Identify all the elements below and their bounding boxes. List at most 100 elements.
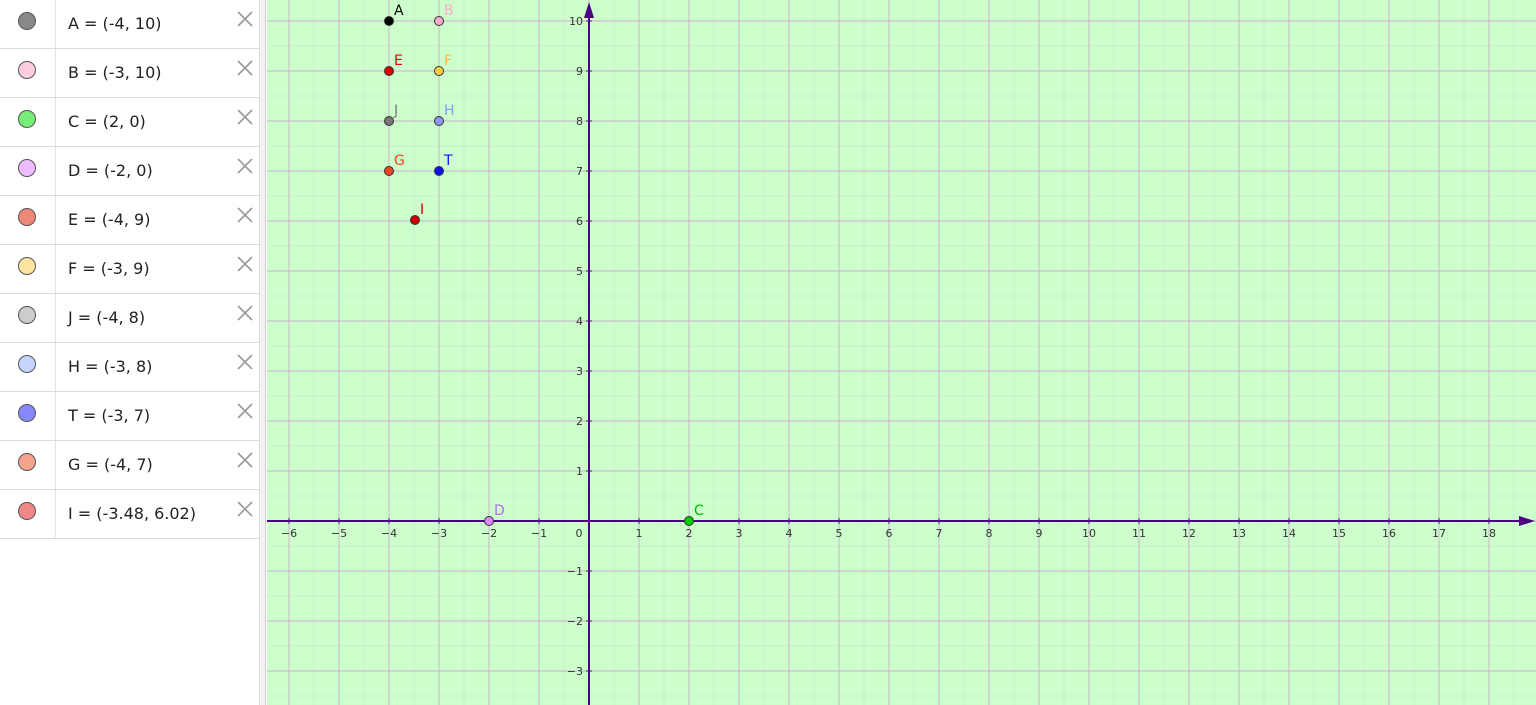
x-tick-label: −6 — [281, 527, 297, 540]
x-tick-label: 18 — [1482, 527, 1496, 540]
close-icon[interactable] — [234, 8, 256, 30]
algebra-item[interactable]: J = (-4, 8) — [0, 294, 259, 343]
algebra-expression[interactable]: I = (-3.48, 6.02) — [68, 504, 196, 523]
point-color-swatch[interactable] — [18, 110, 36, 128]
close-icon[interactable] — [234, 253, 256, 275]
point-f[interactable] — [434, 66, 444, 76]
visibility-toggle[interactable] — [0, 196, 56, 244]
point-d[interactable] — [484, 516, 494, 526]
x-tick-label: 13 — [1232, 527, 1246, 540]
point-color-swatch[interactable] — [18, 306, 36, 324]
algebra-expression[interactable]: C = (2, 0) — [68, 112, 146, 131]
point-color-swatch[interactable] — [18, 355, 36, 373]
visibility-toggle[interactable] — [0, 0, 56, 48]
x-tick-label: 12 — [1182, 527, 1196, 540]
algebra-item[interactable]: C = (2, 0) — [0, 98, 259, 147]
point-label-i: I — [420, 202, 424, 218]
point-label-t: T — [443, 153, 453, 169]
point-e[interactable] — [384, 66, 394, 76]
close-icon[interactable] — [234, 106, 256, 128]
x-tick-label: 9 — [1036, 527, 1043, 540]
y-tick-label: 9 — [576, 65, 583, 78]
algebra-expression[interactable]: H = (-3, 8) — [68, 357, 153, 376]
algebra-item[interactable]: F = (-3, 9) — [0, 245, 259, 294]
point-c[interactable] — [684, 516, 694, 526]
algebra-item[interactable]: A = (-4, 10) — [0, 0, 259, 49]
algebra-expression[interactable]: T = (-3, 7) — [68, 406, 151, 425]
x-tick-label: 7 — [936, 527, 943, 540]
y-tick-label: −2 — [567, 615, 583, 628]
visibility-toggle[interactable] — [0, 49, 56, 97]
algebra-expression[interactable]: D = (-2, 0) — [68, 161, 153, 180]
point-label-a: A — [394, 3, 404, 19]
y-tick-label: 8 — [576, 115, 583, 128]
visibility-toggle[interactable] — [0, 392, 56, 440]
point-label-g: G — [394, 153, 405, 169]
close-icon[interactable] — [234, 498, 256, 520]
point-label-f: F — [444, 53, 452, 69]
algebra-item[interactable]: I = (-3.48, 6.02) — [0, 490, 259, 539]
x-tick-label: −1 — [531, 527, 547, 540]
y-tick-label: 2 — [576, 415, 583, 428]
x-tick-label: 5 — [836, 527, 843, 540]
visibility-toggle[interactable] — [0, 490, 56, 538]
x-tick-label: −2 — [481, 527, 497, 540]
close-icon[interactable] — [234, 449, 256, 471]
y-tick-label: −1 — [567, 565, 583, 578]
x-tick-label: 8 — [986, 527, 993, 540]
point-j[interactable] — [384, 116, 394, 126]
point-a[interactable] — [384, 16, 394, 26]
point-color-swatch[interactable] — [18, 61, 36, 79]
algebra-expression[interactable]: G = (-4, 7) — [68, 455, 153, 474]
x-tick-label: −4 — [381, 527, 397, 540]
point-g[interactable] — [384, 166, 394, 176]
algebra-expression[interactable]: B = (-3, 10) — [68, 63, 162, 82]
visibility-toggle[interactable] — [0, 98, 56, 146]
algebra-expression[interactable]: A = (-4, 10) — [68, 14, 162, 33]
algebra-expression[interactable]: F = (-3, 9) — [68, 259, 150, 278]
algebra-expression[interactable]: E = (-4, 9) — [68, 210, 151, 229]
x-tick-label: 14 — [1282, 527, 1296, 540]
point-color-swatch[interactable] — [18, 453, 36, 471]
visibility-toggle[interactable] — [0, 294, 56, 342]
point-label-e: E — [394, 53, 403, 69]
close-icon[interactable] — [234, 351, 256, 373]
point-label-d: D — [494, 503, 505, 519]
y-axis-arrow — [584, 2, 594, 18]
point-label-c: C — [694, 503, 704, 519]
algebra-item[interactable]: G = (-4, 7) — [0, 441, 259, 490]
point-color-swatch[interactable] — [18, 159, 36, 177]
point-color-swatch[interactable] — [18, 257, 36, 275]
point-color-swatch[interactable] — [18, 208, 36, 226]
point-color-swatch[interactable] — [18, 502, 36, 520]
algebra-item[interactable]: B = (-3, 10) — [0, 49, 259, 98]
y-tick-label: 10 — [569, 15, 583, 28]
algebra-item[interactable]: T = (-3, 7) — [0, 392, 259, 441]
point-i[interactable] — [410, 215, 420, 225]
visibility-toggle[interactable] — [0, 245, 56, 293]
x-tick-label: 1 — [636, 527, 643, 540]
algebra-expression[interactable]: J = (-4, 8) — [68, 308, 146, 327]
x-tick-label: 3 — [736, 527, 743, 540]
algebra-item[interactable]: D = (-2, 0) — [0, 147, 259, 196]
algebra-item[interactable]: E = (-4, 9) — [0, 196, 259, 245]
coordinate-plane[interactable]: −6 −5 −4 −3 −2 −1 0 1 2 3 4 5 6 7 8 9 10 11 12 13 14 15 16 17 18… — [267, 0, 1536, 705]
y-tick-label: 1 — [576, 465, 583, 478]
visibility-toggle[interactable] — [0, 343, 56, 391]
close-icon[interactable] — [234, 155, 256, 177]
close-icon[interactable] — [234, 57, 256, 79]
point-color-swatch[interactable] — [18, 12, 36, 30]
point-b[interactable] — [434, 16, 444, 26]
visibility-toggle[interactable] — [0, 441, 56, 489]
close-icon[interactable] — [234, 400, 256, 422]
point-label-j: J — [393, 103, 398, 119]
close-icon[interactable] — [234, 204, 256, 226]
panel-divider[interactable] — [260, 0, 266, 705]
visibility-toggle[interactable] — [0, 147, 56, 195]
close-icon[interactable] — [234, 302, 256, 324]
point-t[interactable] — [434, 166, 444, 176]
graphics-view[interactable]: −6 −5 −4 −3 −2 −1 0 1 2 3 4 5 6 7 8 9 10 11 12 13 14 15 16 17 18… — [267, 0, 1536, 705]
algebra-item[interactable]: H = (-3, 8) — [0, 343, 259, 392]
point-h[interactable] — [434, 116, 444, 126]
point-color-swatch[interactable] — [18, 404, 36, 422]
